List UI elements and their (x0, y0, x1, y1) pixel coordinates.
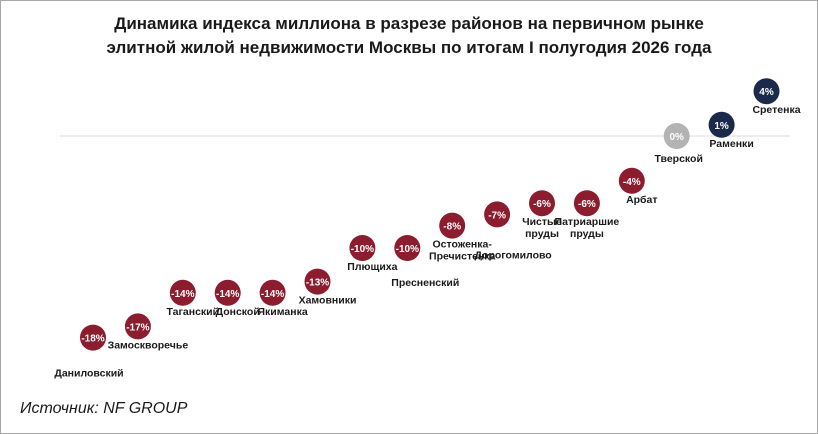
district-label: Донской (216, 306, 260, 318)
district-label: Чистые пруды (522, 216, 562, 240)
data-point-bubble (753, 78, 780, 105)
district-label-line: Арбат (626, 194, 657, 206)
district-label-line: Дорогомилово (474, 249, 551, 261)
district-label: Сретенка (752, 104, 800, 116)
data-point-value-label: -4% (623, 177, 641, 188)
source-note: Источник: NF GROUP (20, 400, 188, 417)
district-label-line: Пресненский (391, 277, 459, 289)
district-label-line: Патриаршие (555, 216, 620, 228)
district-label-line: Таганский (167, 306, 220, 318)
district-label: Даниловский (54, 368, 123, 380)
data-point-bubble (214, 279, 241, 306)
district-label-line: Чистые (522, 216, 562, 228)
district-label-line: Плющиха (347, 261, 397, 273)
data-point-bubble (259, 279, 286, 306)
chart-title-line-2: элитной жилой недвижимости Москвы по ито… (106, 38, 712, 57)
district-label-line: Якиманка (258, 306, 308, 318)
data-point-value-label: -14% (216, 289, 239, 300)
district-label-line: Хамовники (299, 295, 357, 307)
data-point-bubble (573, 190, 600, 217)
district-label-line: Донской (216, 306, 260, 318)
data-point-value-label: -10% (396, 244, 419, 255)
district-label: Тверской (654, 153, 702, 165)
chart-title-line-1: Динамика индекса миллиона в разрезе райо… (114, 14, 704, 33)
district-label: Таганский (167, 306, 220, 318)
data-point-value-label: -14% (261, 289, 284, 300)
district-label-line: пруды (570, 228, 604, 240)
district-label: Замоскворечье (108, 339, 189, 351)
district-label-line: Замоскворечье (108, 339, 189, 351)
data-point-bubble (618, 167, 645, 194)
data-point-value-label: -18% (81, 334, 104, 345)
data-point-value-label: -13% (306, 278, 329, 289)
data-point-bubble (663, 123, 690, 149)
data-point-bubble (124, 313, 151, 340)
district-label-line: Пречистенка (429, 251, 496, 263)
data-point-bubble (169, 279, 196, 306)
district-label: Хамовники (299, 295, 357, 307)
district-label-line: Остоженка- (433, 239, 493, 251)
district-label: Дорогомилово (474, 249, 551, 261)
district-label: Остоженка-Пречистенка (429, 239, 496, 263)
data-point-value-label: -10% (351, 244, 374, 255)
data-point-bubble (349, 235, 376, 261)
district-label: Пресненский (391, 277, 459, 289)
district-label: Патриаршие пруды (555, 216, 620, 240)
data-point-value-label: -6% (533, 199, 551, 210)
data-point-bubble (708, 111, 735, 138)
data-point-value-label: -14% (171, 289, 194, 300)
data-point-bubble (439, 212, 466, 239)
data-point-value-label: 1% (714, 121, 729, 132)
data-point-bubble (394, 235, 421, 261)
district-label: Плющиха (347, 261, 397, 273)
district-label: Якиманка (258, 306, 308, 318)
data-point-bubble (304, 268, 331, 295)
data-point-value-label: -7% (488, 210, 506, 221)
data-point-bubble (529, 190, 555, 217)
data-point-value-label: -17% (126, 322, 149, 333)
chart-title: Динамика индекса миллиона в разрезе райо… (0, 12, 818, 60)
district-label: Раменки (709, 138, 753, 150)
district-label-line: Сретенка (752, 104, 800, 116)
data-point-value-label: -6% (578, 199, 596, 210)
district-label-line: Даниловский (54, 368, 123, 380)
data-point-bubble (484, 201, 511, 228)
district-label-line: пруды (525, 228, 559, 240)
data-point-bubble (80, 324, 106, 351)
data-point-value-label: -8% (443, 222, 461, 233)
district-label: Арбат (626, 194, 657, 206)
data-point-value-label: 0% (669, 132, 684, 143)
district-label-line: Раменки (709, 138, 753, 150)
data-point-value-label: 4% (759, 87, 774, 98)
district-label-line: Тверской (654, 153, 702, 165)
